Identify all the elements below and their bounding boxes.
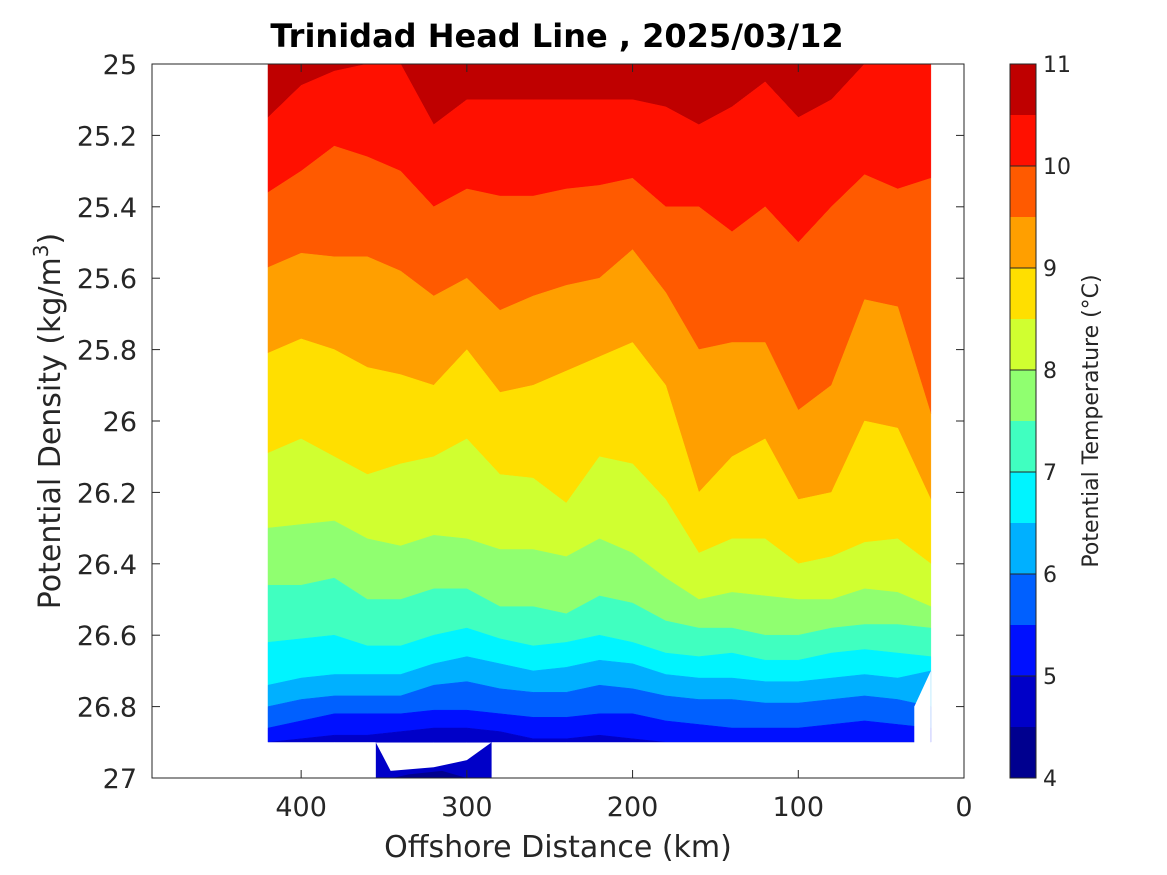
colorbar-swatch — [1010, 676, 1036, 727]
contour-band-5 — [267, 727, 931, 743]
x-tick-label: 200 — [607, 792, 659, 823]
y-tick-label: 26.4 — [77, 550, 137, 581]
y-tick-label: 25.4 — [77, 193, 137, 224]
y-tick-label: 25 — [103, 50, 137, 81]
colorbar-tick-label: 9 — [1043, 257, 1057, 282]
colorbar-swatch — [1010, 523, 1036, 574]
colorbar-swatch — [1010, 421, 1036, 472]
contour-deep-cell-5 — [375, 742, 492, 778]
y-axis-label: Potential Density (kg/m3) — [29, 233, 68, 609]
colorbar-tick-label: 10 — [1043, 155, 1071, 180]
x-tick-label: 400 — [275, 792, 327, 823]
colorbar-swatch — [1010, 625, 1036, 676]
colorbar-swatch — [1010, 268, 1036, 319]
y-tick-label: 26.2 — [77, 478, 137, 509]
contour-deep-cell-4.5 — [392, 770, 467, 778]
colorbar-swatch — [1010, 574, 1036, 625]
colorbar-swatch — [1010, 472, 1036, 523]
no-data-mask-bottom — [491, 742, 964, 778]
colorbar-swatch — [1010, 166, 1036, 217]
colorbar-tick-label: 5 — [1043, 665, 1057, 690]
y-axis: 25 25.2 25.4 25.6 25.8 26 26.2 26.4 26.6 26.8 27 — [77, 50, 964, 795]
y-tick-label: 27 — [103, 764, 137, 795]
colorbar-swatch — [1010, 217, 1036, 268]
x-tick-label: 300 — [441, 792, 493, 823]
y-tick-label: 25.6 — [77, 264, 137, 295]
colorbar-tick-label: 8 — [1043, 359, 1057, 384]
y-tick-label: 26.8 — [77, 693, 137, 724]
x-tick-label: 100 — [773, 792, 825, 823]
x-axis-label: Offshore Distance (km) — [384, 830, 732, 865]
colorbar-tick-label: 11 — [1043, 53, 1071, 78]
x-axis: 400 300 200 100 0 — [275, 64, 973, 823]
contour-fill-layer — [152, 64, 964, 778]
colorbar-swatch — [1010, 64, 1036, 115]
chart-title: Trinidad Head Line , 2025/03/12 — [270, 17, 843, 55]
colorbar-tick-label: 6 — [1043, 563, 1057, 588]
colorbar-swatch — [1010, 370, 1036, 421]
colorbar-swatch — [1010, 727, 1036, 778]
colorbar-label: Potential Temperature (°C) — [1079, 274, 1104, 567]
y-axis-label-main: Potential Density (kg/m — [33, 257, 68, 609]
y-tick-label: 25.8 — [77, 336, 137, 367]
y-axis-label-suffix: ) — [33, 233, 68, 245]
colorbar-swatch — [1010, 115, 1036, 166]
y-axis-label-superscript: 3 — [29, 244, 53, 257]
colorbar-tick-label: 7 — [1043, 461, 1057, 486]
y-tick-label: 26.6 — [77, 621, 137, 652]
y-tick-label: 26 — [103, 407, 137, 438]
y-tick-label: 25.2 — [77, 121, 137, 152]
colorbar-swatch — [1010, 319, 1036, 370]
no-data-mask-bottom-left — [152, 742, 376, 778]
x-tick-label: 0 — [955, 792, 972, 823]
colorbar-tick-label: 4 — [1043, 767, 1057, 792]
colorbar: 4 5 6 7 8 9 10 11 — [1009, 53, 1071, 792]
